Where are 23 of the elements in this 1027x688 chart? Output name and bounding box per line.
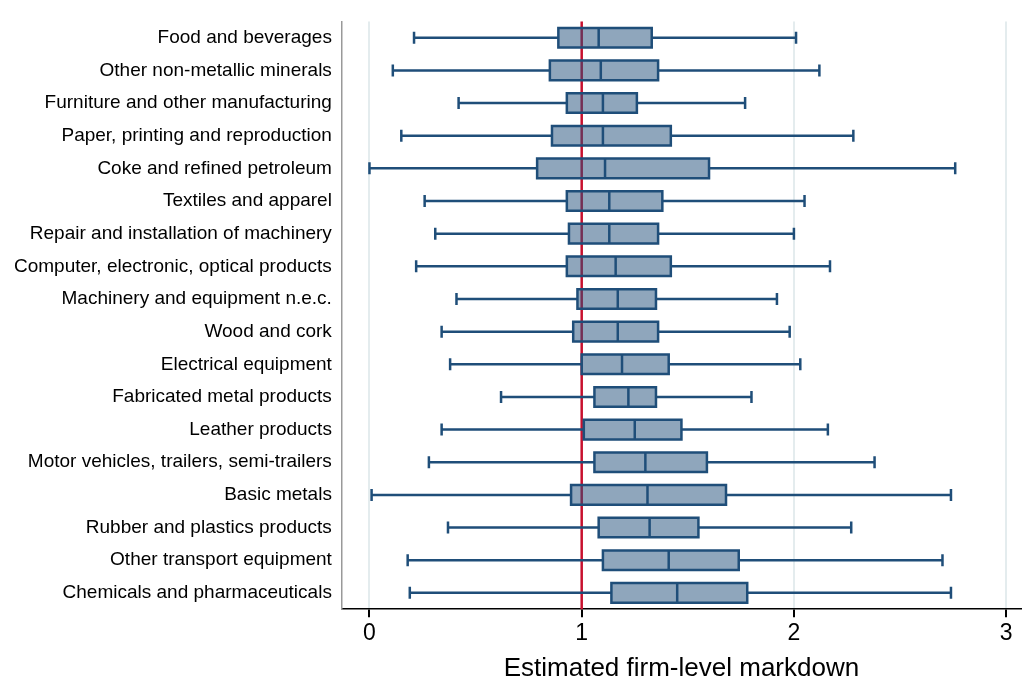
y-tick-label: Basic metals — [224, 483, 332, 505]
x-tick-label: 1 — [575, 619, 589, 646]
y-tick-label: Other non-metallic minerals — [99, 58, 332, 80]
y-tick-label: Furniture and other manufacturing — [44, 91, 332, 113]
y-tick-label: Paper, printing and reproduction — [61, 123, 332, 145]
y-tick-label: Electrical equipment — [160, 352, 333, 374]
x-axis-title: Estimated firm-level markdown — [503, 651, 860, 682]
y-tick-label: Computer, electronic, optical products — [13, 254, 332, 276]
x-tick-label: 3 — [999, 619, 1013, 646]
x-tick-label: 2 — [787, 619, 801, 646]
y-tick-label: Textiles and apparel — [162, 189, 332, 211]
y-tick-label: Wood and cork — [204, 319, 333, 341]
x-tick-label: 0 — [363, 619, 376, 646]
y-tick-label: Fabricated metal products — [112, 385, 332, 407]
y-tick-label: Motor vehicles, trailers, semi-trailers — [27, 450, 332, 472]
y-tick-label: Rubber and plastics products — [85, 515, 332, 537]
y-tick-label: Coke and refined petroleum — [97, 156, 332, 178]
y-tick-label: Machinery and equipment n.e.c. — [61, 287, 332, 309]
y-tick-label: Other transport equipment — [110, 548, 333, 570]
y-tick-label: Leather products — [189, 417, 332, 439]
y-tick-label: Repair and installation of machinery — [29, 221, 333, 243]
y-tick-label: Chemicals and pharmaceuticals — [62, 581, 332, 603]
y-tick-label: Food and beverages — [157, 25, 332, 47]
